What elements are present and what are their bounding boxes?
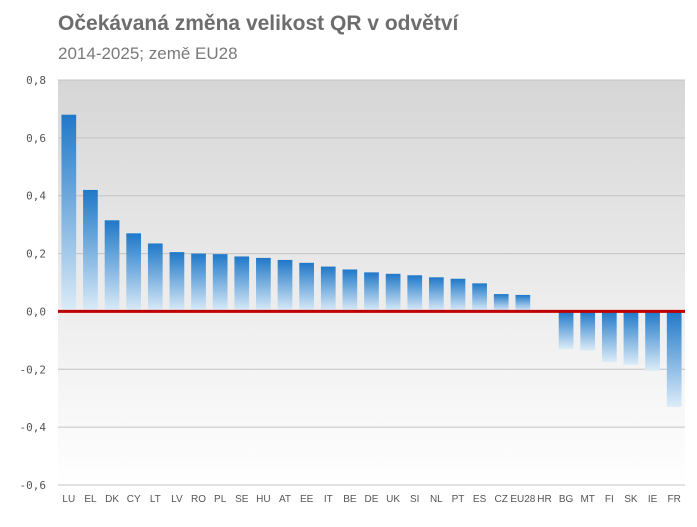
y-tick-label: -0,4 — [20, 421, 47, 434]
x-tick-label: LT — [150, 494, 161, 505]
y-tick-label: -0,2 — [20, 363, 47, 376]
x-tick-label: UK — [386, 494, 400, 505]
bar-at — [277, 259, 293, 312]
x-tick-label: LV — [171, 494, 183, 505]
x-tick-label: FI — [605, 494, 614, 505]
bar-cy — [126, 233, 142, 312]
x-tick-label: EL — [84, 494, 97, 505]
x-tick-label: PL — [214, 494, 227, 505]
x-tick-label: LU — [62, 494, 75, 505]
bar-eu28 — [515, 294, 531, 312]
bar-hu — [256, 257, 271, 312]
x-tick-label: RO — [191, 494, 206, 505]
y-tick-label: -0,6 — [20, 479, 47, 492]
x-tick-label: BE — [343, 494, 357, 505]
bar-be — [342, 269, 358, 312]
y-tick-label: 0,2 — [26, 248, 46, 261]
bar-se — [234, 256, 250, 312]
x-tick-label: DE — [365, 494, 379, 505]
x-tick-label: CY — [127, 494, 141, 505]
x-tick-label: FR — [668, 494, 681, 505]
bar-nl — [429, 277, 444, 312]
x-tick-label: SE — [235, 494, 249, 505]
bar-fi — [601, 311, 617, 363]
bar-el — [83, 189, 98, 312]
bars — [61, 114, 682, 407]
y-tick-label: 0,0 — [26, 305, 46, 318]
bar-mt — [580, 311, 596, 351]
x-tick-label: DK — [105, 494, 119, 505]
bar-de — [364, 272, 379, 312]
x-axis-ticks: LU EL DK CY LT LV RO PL SE HU AT EE IT BE DE UK SI NL PT ES… — [62, 494, 680, 505]
bar-cz — [493, 294, 509, 312]
x-tick-label: CZ — [495, 494, 508, 505]
bar-lv — [169, 252, 185, 312]
x-tick-label: IT — [324, 494, 333, 505]
chart-title: Očekávaná změna velikost QR v odvětví — [58, 12, 459, 35]
bar-pt — [450, 278, 466, 312]
y-tick-label: 0,8 — [26, 74, 46, 87]
y-tick-label: 0,4 — [26, 190, 46, 203]
bar-dk — [104, 220, 120, 312]
x-tick-label: MT — [580, 494, 594, 505]
x-tick-label: EU28 — [510, 494, 535, 505]
x-tick-label: HR — [537, 494, 551, 505]
bar-ee — [299, 262, 314, 312]
x-tick-label: BG — [559, 494, 574, 505]
bar-ro — [191, 253, 206, 312]
bar-it — [320, 266, 336, 312]
bar-si — [407, 275, 423, 312]
bar-lt — [147, 243, 163, 312]
bar-sk — [623, 311, 639, 365]
bar-es — [472, 283, 487, 312]
x-tick-label: PT — [452, 494, 465, 505]
bar-ie — [645, 311, 660, 371]
x-tick-label: EE — [300, 494, 314, 505]
y-tick-label: 0,6 — [26, 132, 46, 145]
bar-uk — [385, 273, 401, 312]
x-tick-label: AT — [279, 494, 291, 505]
chart-subtitle: 2014-2025; země EU28 — [58, 44, 238, 63]
x-tick-label: IE — [648, 494, 658, 505]
bar-fr — [666, 311, 682, 407]
x-tick-label: HU — [256, 494, 270, 505]
bar-lu — [61, 114, 77, 312]
x-tick-label: ES — [473, 494, 487, 505]
x-tick-label: NL — [430, 494, 443, 505]
y-axis-ticks: 0,8 0,6 0,4 0,2 0,0 -0,2 -0,4 -0,6 — [20, 74, 47, 492]
bar-pl — [212, 254, 228, 312]
x-tick-label: SI — [410, 494, 419, 505]
x-tick-label: SK — [624, 494, 638, 505]
bar-bg — [558, 311, 574, 350]
